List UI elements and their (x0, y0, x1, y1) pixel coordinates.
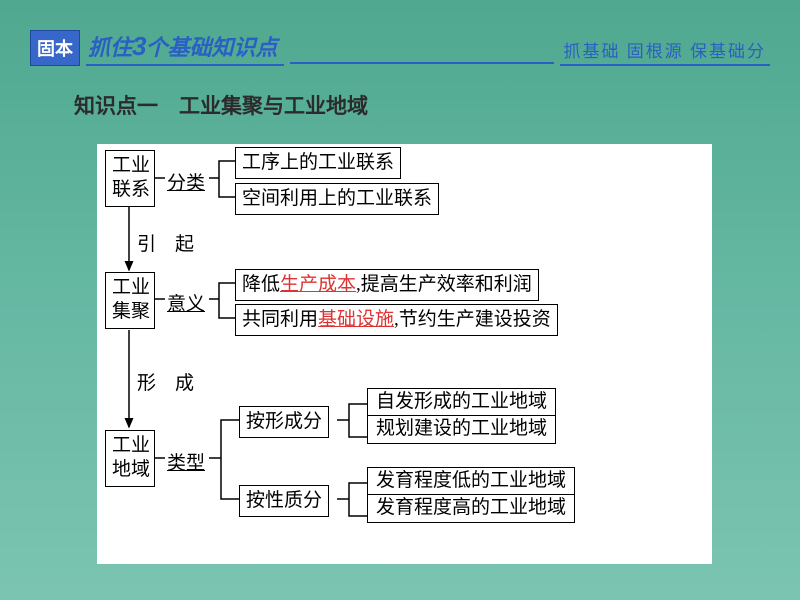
leaf-space-relation: 空间利用上的工业联系 (235, 183, 439, 215)
topic-heading: 知识点一 工业集聚与工业地域 (74, 90, 800, 120)
group-nature: 发育程度低的工业地域 发育程度高的工业地域 (367, 467, 575, 523)
branch-type: 类型 (167, 448, 205, 475)
node-industry-cluster: 工业 集聚 (105, 272, 155, 329)
leaf-by-nature: 按性质分 (239, 485, 329, 517)
n3-l1: 工业 (112, 434, 148, 458)
badge-guben: 固本 (30, 30, 80, 66)
leaf-process-relation: 工序上的工业联系 (235, 147, 401, 179)
l2b-highlight: 基础设施 (318, 309, 394, 330)
n2-l2: 集聚 (112, 300, 148, 324)
l2a-highlight: 生产成本 (280, 274, 356, 295)
leaf-low-dev: 发育程度低的工业地域 (368, 468, 574, 494)
leaf-spontaneous: 自发形成的工业地域 (368, 389, 555, 415)
leaf-cost: 降低生产成本,提高生产效率和利润 (235, 269, 539, 301)
title-number: 3 (132, 31, 145, 61)
leaf-infra: 共同利用基础设施,节约生产建设投资 (235, 304, 558, 336)
n2-l1: 工业 (112, 276, 148, 300)
arrow-label-form: 形 成 (137, 368, 194, 395)
node-industry-relation: 工业 联系 (105, 150, 155, 207)
arrow-label-cause: 引 起 (137, 229, 194, 256)
concept-diagram: 工业 联系 工业 集聚 工业 地域 引 起 形 成 分类 意义 类型 工序上的工… (97, 144, 712, 564)
n1-l2: 联系 (112, 178, 148, 202)
n1-l1: 工业 (112, 154, 148, 178)
n3-l2: 地域 (112, 458, 148, 482)
l2a-pre: 降低 (242, 274, 280, 295)
l2b-post: ,节约生产建设投资 (394, 309, 551, 330)
header-title: 抓住3个基础知识点 (86, 28, 284, 66)
leaf-by-formation: 按形成分 (239, 406, 329, 438)
node-industry-region: 工业 地域 (105, 430, 155, 487)
branch-meaning: 意义 (167, 289, 205, 316)
l2b-pre: 共同利用 (242, 309, 318, 330)
group-formation: 自发形成的工业地域 规划建设的工业地域 (367, 388, 556, 444)
l2a-post: ,提高生产效率和利润 (356, 274, 532, 295)
title-post: 个基础知识点 (145, 35, 277, 60)
header-subtitle: 抓基础 固根源 保基础分 (560, 35, 771, 66)
leaf-high-dev: 发育程度高的工业地域 (368, 494, 574, 521)
title-pre: 抓住 (88, 35, 132, 60)
header-rule (290, 62, 554, 64)
leaf-planned: 规划建设的工业地域 (368, 415, 555, 442)
branch-classify: 分类 (167, 168, 205, 195)
header-bar: 固本 抓住3个基础知识点 抓基础 固根源 保基础分 (0, 0, 800, 66)
